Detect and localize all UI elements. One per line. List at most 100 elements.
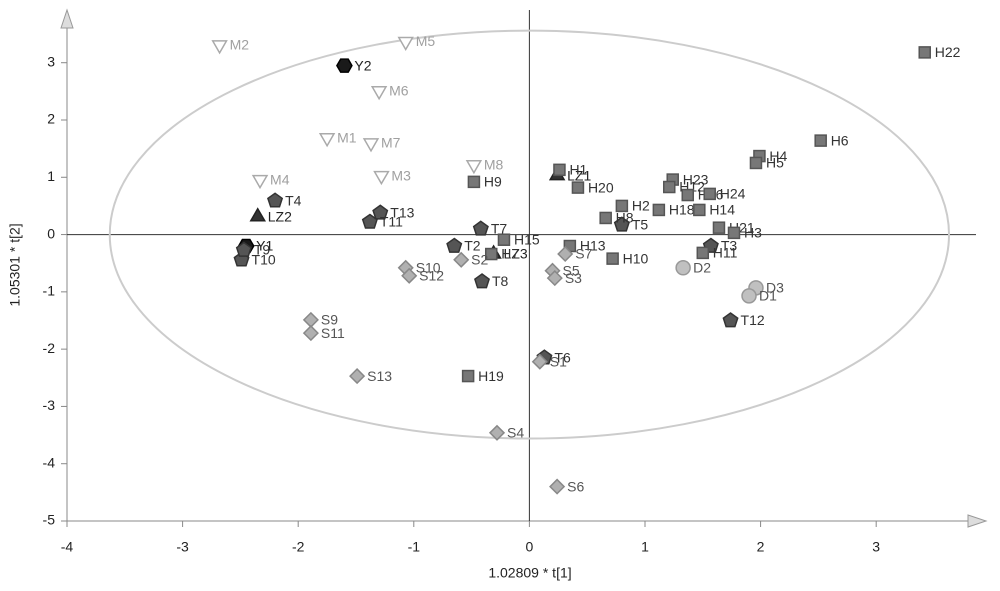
point-label: H2 [632,198,650,214]
x-tick-label: 3 [872,539,880,555]
point [546,270,563,287]
point [362,138,380,153]
point-label: T2 [464,238,481,254]
point-label: H1 [569,162,587,178]
x-tick-label: 0 [525,539,533,555]
point-label: S3 [565,270,582,286]
point [474,273,490,289]
point [722,312,739,328]
point-label: S7 [575,246,592,262]
point [336,58,353,73]
point [249,207,267,222]
point-label: H8 [616,210,634,226]
point-label: T11 [380,214,403,230]
point-label: M3 [391,167,411,183]
point-label: T8 [492,273,509,289]
point [693,203,706,217]
point [373,170,390,186]
point-label: T4 [285,192,302,208]
point [318,133,336,148]
point [497,233,511,246]
point-label: S1 [550,353,567,369]
point [211,40,228,55]
point-label: T12 [741,312,765,328]
point-label: T6 [554,349,571,365]
point [696,246,710,260]
point [553,163,566,177]
x-tick-label: 2 [757,539,765,555]
point-label: T3 [721,238,738,254]
point-label: LZ1 [567,167,591,183]
point-label: M4 [270,171,290,187]
y-axis-arrow [60,8,74,29]
point [814,134,827,147]
point-label: M7 [381,135,401,151]
point [741,288,757,304]
point [663,180,676,194]
y-tick-label: -4 [43,454,56,470]
point [446,237,463,253]
point-label: Y2 [354,57,371,73]
point [251,174,269,190]
point-label: S5 [563,262,580,278]
point [484,247,498,261]
x-tick-label: 1 [641,539,649,555]
point [675,260,691,276]
point-label: H18 [669,202,695,218]
point [615,199,629,213]
point-label: T10 [252,251,276,267]
point [681,188,695,202]
point [531,353,548,370]
point [370,86,388,101]
point-label: H22 [935,44,961,60]
point [397,36,414,52]
confidence-ellipse [108,29,951,440]
point [467,175,481,189]
point-label: S2 [471,251,488,267]
point-label: M5 [416,33,436,49]
point-label: T7 [491,221,508,237]
point-label: H23 [683,171,709,187]
point [401,267,418,284]
point-label: S4 [507,424,524,440]
point-label: S11 [321,325,345,341]
point-label: D3 [766,280,784,296]
point-label: H11 [713,245,738,261]
point [302,325,319,342]
point-label: H7 [501,246,519,262]
point-label: T13 [390,204,414,220]
point-label: T5 [632,217,649,233]
point-label: H9 [484,174,502,190]
point [599,211,612,225]
point [465,159,483,175]
point [488,424,506,441]
point [606,252,619,265]
y-tick-label: 2 [47,111,55,127]
point-label: H13 [580,238,606,254]
point-label: S13 [367,368,392,384]
point [472,220,489,236]
y-tick-label: 3 [47,53,55,69]
point [749,156,763,170]
point-label: M2 [230,37,250,53]
point [703,187,716,201]
point [652,203,666,217]
y-tick-label: 1 [47,168,55,184]
point-label: D2 [693,259,711,275]
point-label: S9 [321,312,338,328]
point-label: H10 [623,250,649,266]
point [361,213,378,229]
point-label: S6 [567,478,584,494]
point-label: H5 [766,155,784,171]
point-label: H14 [709,202,735,218]
point-label: M6 [389,82,409,98]
point [918,46,931,59]
point-label: S10 [416,259,441,275]
point-label: LZ2 [268,209,292,225]
point-label: H4 [769,148,787,164]
point [557,245,574,263]
x-tick-label: -3 [176,539,189,555]
point [267,192,284,208]
point [302,311,319,328]
